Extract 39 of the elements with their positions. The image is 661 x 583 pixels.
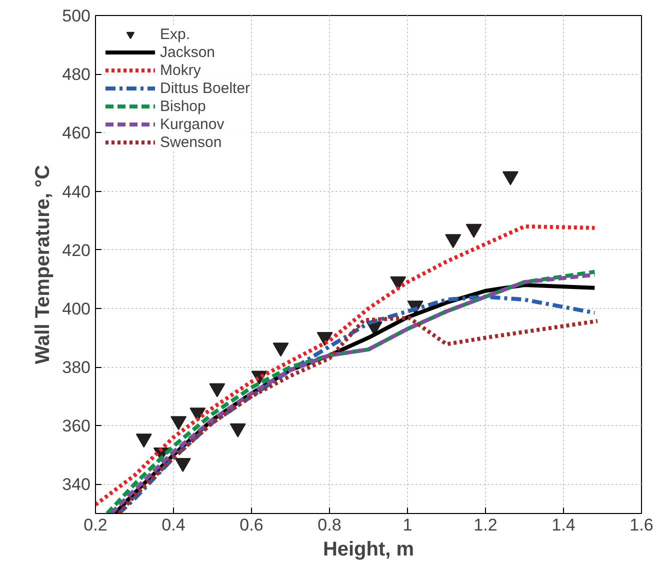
point xyxy=(316,332,333,346)
x-tick-label: 1.4 xyxy=(552,516,576,534)
x-tick-label: 1 xyxy=(402,516,412,534)
x-tick-label: 0.2 xyxy=(84,516,108,534)
y-tick-label: 440 xyxy=(62,182,91,202)
y-tick-label: 340 xyxy=(62,475,91,494)
y-tick-label: 460 xyxy=(62,124,91,143)
legend-label: Exp. xyxy=(160,25,190,43)
y-axis-title: Wall Temperature, °C xyxy=(32,164,54,364)
point xyxy=(174,458,191,472)
legend-label: Mokry xyxy=(160,61,201,79)
x-axis-title: Height, m xyxy=(322,538,414,560)
legend-label: Dittus Boelter xyxy=(160,79,250,97)
y-tick-label: 380 xyxy=(62,358,91,378)
point xyxy=(230,423,246,438)
point xyxy=(445,234,462,248)
x-tick-label: 0.4 xyxy=(162,516,186,534)
point xyxy=(272,342,289,357)
y-tick-label: 360 xyxy=(62,416,91,436)
legend-label: Kurganov xyxy=(160,115,224,133)
x-tick-label: 0.6 xyxy=(240,516,264,534)
y-tick-label: 420 xyxy=(62,240,91,260)
x-tick-label: 1.2 xyxy=(474,516,498,534)
legend-label: Bishop xyxy=(160,97,206,115)
point xyxy=(502,171,518,186)
y-tick-label: 500 xyxy=(62,6,91,26)
line-series xyxy=(96,224,597,507)
point xyxy=(136,434,152,448)
point xyxy=(209,383,226,398)
x-tick-label: 1.6 xyxy=(630,516,654,534)
y-tick-label: 480 xyxy=(62,65,91,84)
point xyxy=(390,276,406,290)
point xyxy=(170,416,187,430)
legend-label: Jackson xyxy=(160,43,216,61)
y-tick-label: 400 xyxy=(62,299,91,318)
x-tick-label: 0.8 xyxy=(318,516,342,534)
point xyxy=(466,224,482,238)
legend-label: Swenson xyxy=(160,133,222,151)
point xyxy=(190,408,206,422)
